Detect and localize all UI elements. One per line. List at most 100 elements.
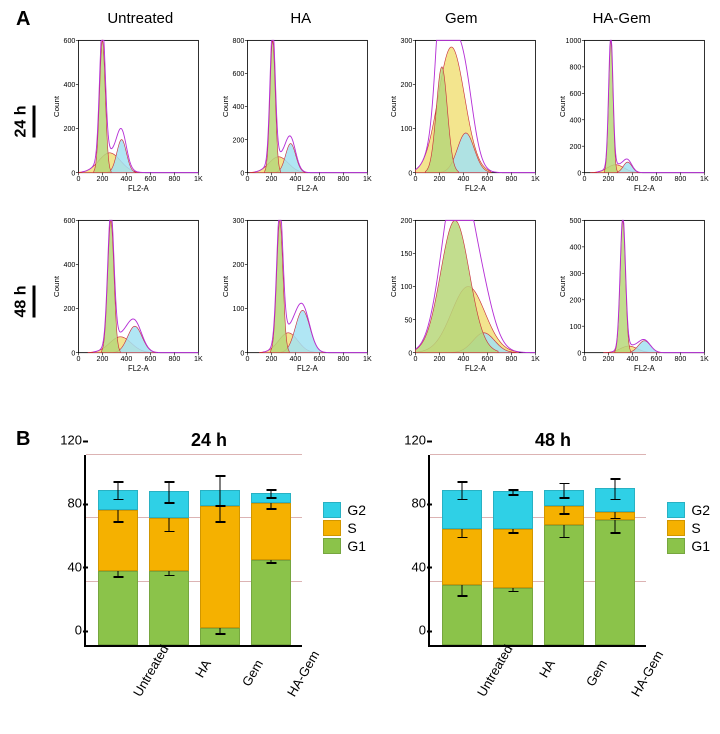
svg-text:200: 200 (64, 124, 76, 133)
svg-text:Count: Count (52, 275, 61, 297)
svg-text:200: 200 (265, 174, 277, 183)
error-bar (219, 475, 220, 507)
bar-ytick: 40 (56, 559, 82, 574)
flow-histogram: 02004006008001K0100200300FL2-ACount (221, 214, 374, 374)
svg-text:FL2-A: FL2-A (634, 364, 655, 373)
bar-ytick: 80 (400, 496, 426, 511)
bar-legend: G2SG1 (667, 500, 710, 556)
svg-text:200: 200 (602, 174, 614, 183)
svg-text:100: 100 (232, 304, 244, 313)
svg-text:200: 200 (401, 80, 413, 89)
bar-plot-area: 04080120 (428, 455, 646, 647)
svg-text:500: 500 (569, 216, 581, 225)
svg-text:Count: Count (558, 275, 567, 297)
flow-histogram: 02004006008001K0100200300400500FL2-ACoun… (558, 214, 711, 374)
svg-text:1000: 1000 (565, 36, 581, 45)
svg-text:0: 0 (76, 354, 80, 363)
svg-text:200: 200 (569, 142, 581, 151)
panel-a-column-headers: UntreatedHAGemHA-Gem (60, 10, 702, 34)
bar-ytick: 120 (400, 433, 426, 448)
svg-text:600: 600 (481, 354, 493, 363)
svg-text:600: 600 (232, 69, 244, 78)
bar-ytick: 120 (56, 433, 82, 448)
flow-histogram: 02004006008001K02004006008001000FL2-ACou… (558, 34, 711, 194)
bar-xlabel: HA-Gem (284, 657, 317, 699)
bar-segment-g2 (595, 488, 635, 512)
svg-text:600: 600 (569, 89, 581, 98)
svg-text:0: 0 (245, 354, 249, 363)
svg-text:0: 0 (240, 348, 244, 357)
svg-text:1K: 1K (531, 174, 540, 183)
bar-xlabel: Untreated (130, 657, 163, 699)
error-bar (270, 489, 271, 499)
bar-segment-g2 (149, 491, 189, 518)
svg-text:1K: 1K (363, 354, 372, 363)
svg-text:200: 200 (96, 354, 108, 363)
legend-swatch (667, 502, 685, 518)
bar-segment-s (493, 529, 533, 588)
stacked-bar-plot: 48 h04080120UntreatedHAGemHA-GemG2SG1 (396, 430, 710, 724)
legend-swatch (323, 538, 341, 554)
svg-text:FL2-A: FL2-A (128, 184, 149, 193)
svg-text:300: 300 (569, 269, 581, 278)
bar-xlabels: UntreatedHAGemHA-Gem (428, 651, 646, 666)
panel-a: 24 h 48 h UntreatedHAGemHA-Gem 020040060… (52, 10, 710, 390)
svg-text:0: 0 (582, 354, 586, 363)
panel-a-col-header: HA-Gem (542, 10, 703, 34)
legend-swatch (323, 502, 341, 518)
svg-text:600: 600 (144, 354, 156, 363)
bar-segment-s (98, 510, 138, 570)
error-bar (461, 481, 462, 500)
svg-text:1K: 1K (363, 174, 372, 183)
svg-text:800: 800 (505, 354, 517, 363)
svg-text:1K: 1K (700, 174, 709, 183)
bar-stack (98, 490, 138, 645)
svg-text:150: 150 (401, 249, 413, 258)
svg-text:400: 400 (64, 260, 76, 269)
svg-text:800: 800 (337, 354, 349, 363)
svg-text:600: 600 (313, 174, 325, 183)
svg-text:800: 800 (505, 174, 517, 183)
svg-text:Count: Count (389, 275, 398, 297)
svg-text:200: 200 (401, 216, 413, 225)
svg-text:400: 400 (569, 115, 581, 124)
panel-b-label: B (16, 428, 30, 451)
bar-segment-g2 (544, 490, 584, 506)
flow-histogram: 02004006008001K0200400600FL2-ACount (52, 34, 205, 194)
legend-item: G2 (323, 502, 366, 518)
bar-stack (493, 491, 533, 645)
svg-text:Count: Count (558, 95, 567, 117)
bar-segment-g2 (442, 490, 482, 530)
svg-text:200: 200 (64, 304, 76, 313)
panel-a-grid: 02004006008001K0200400600FL2-ACount02004… (52, 34, 710, 374)
svg-text:600: 600 (64, 36, 76, 45)
svg-text:100: 100 (401, 282, 413, 291)
svg-text:FL2-A: FL2-A (128, 364, 149, 373)
svg-text:600: 600 (650, 174, 662, 183)
figure: A 24 h 48 h UntreatedHAGemHA-Gem 0200400… (0, 0, 720, 734)
panel-a-col-header: Gem (381, 10, 542, 34)
bar-xlabel: Gem (577, 657, 610, 699)
bar-xlabel: HA-Gem (628, 657, 661, 699)
bar-plot-title: 24 h (52, 430, 366, 451)
legend-swatch (667, 538, 685, 554)
error-bar (168, 481, 169, 503)
svg-text:400: 400 (120, 354, 132, 363)
svg-text:400: 400 (289, 174, 301, 183)
bar-stack (200, 490, 240, 645)
svg-text:400: 400 (569, 242, 581, 251)
svg-text:0: 0 (408, 348, 412, 357)
svg-text:200: 200 (232, 260, 244, 269)
bar-segment-s (442, 529, 482, 584)
legend-label: G2 (691, 502, 710, 518)
legend-item: G2 (667, 502, 710, 518)
bar-segment-s (251, 503, 291, 560)
svg-text:0: 0 (71, 348, 75, 357)
svg-text:800: 800 (337, 174, 349, 183)
svg-text:600: 600 (64, 216, 76, 225)
svg-text:0: 0 (413, 354, 417, 363)
legend-item: G1 (667, 538, 710, 554)
svg-text:800: 800 (569, 62, 581, 71)
svg-text:200: 200 (232, 135, 244, 144)
bar-segment-g1 (98, 571, 138, 645)
